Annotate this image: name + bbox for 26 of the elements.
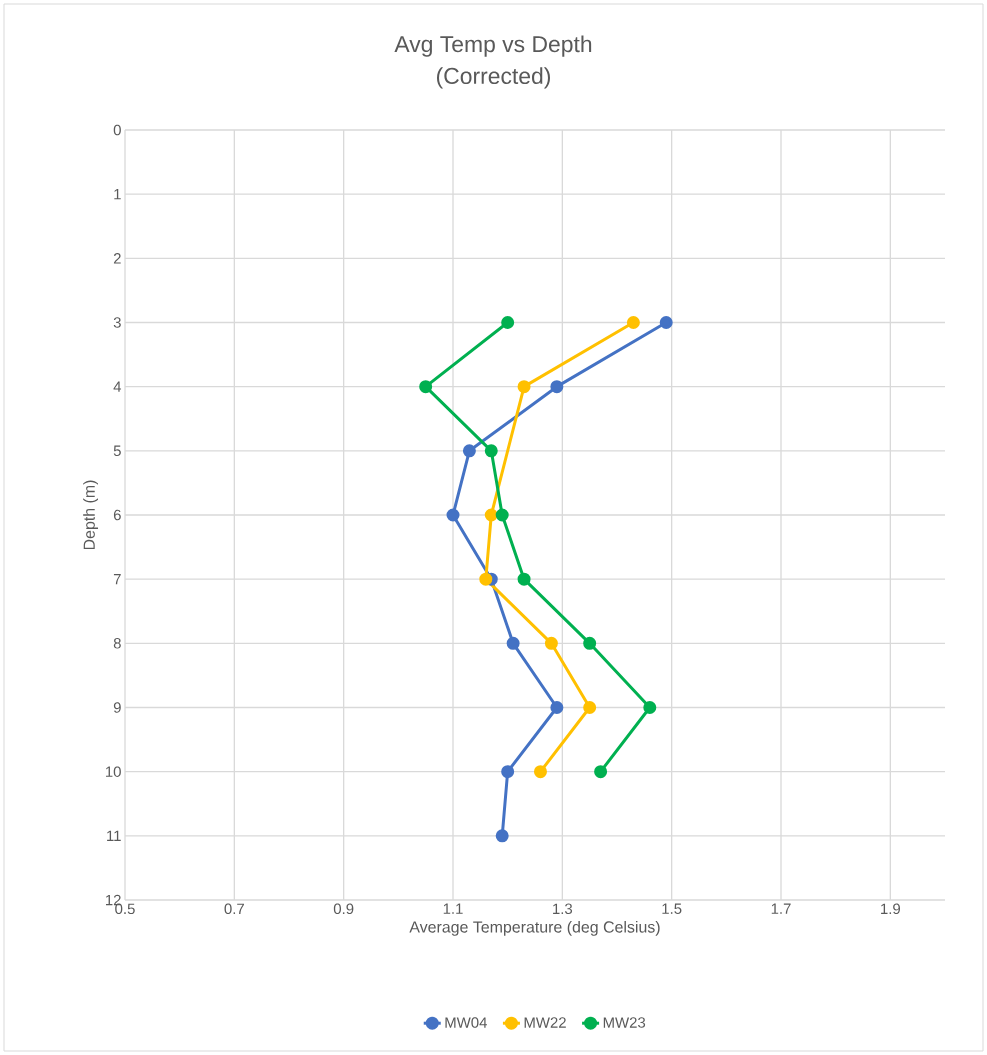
x-tick-label: 0.9 — [333, 903, 354, 915]
x-axis-title: Average Temperature (deg Celsius) — [409, 920, 660, 936]
x-tick-label: 1.5 — [662, 903, 682, 914]
legend-label: MW04 — [445, 1017, 487, 1028]
legend-label: MW23 — [603, 1017, 646, 1028]
y-tick-label: 1 — [114, 189, 121, 200]
x-tick-label: 1.1 — [443, 903, 463, 914]
y-tick-label: 0 — [113, 124, 121, 136]
x-tick-label: 0.7 — [224, 903, 244, 915]
y-tick-label: 2 — [113, 253, 121, 264]
y-tick-label: 3 — [113, 317, 121, 328]
x-tick-label: 1.9 — [881, 903, 901, 915]
y-tick-label: 7 — [113, 574, 121, 585]
y-tick-label: 11 — [107, 830, 121, 841]
y-axis-title: Depth (m) — [83, 480, 99, 550]
y-tick-label: 6 — [113, 509, 121, 521]
y-tick-label: 4 — [113, 381, 122, 392]
y-tick-label: 8 — [113, 638, 121, 649]
chart-subtitle: (Corrected) — [436, 67, 550, 89]
y-tick-label: 5 — [113, 445, 121, 457]
x-tick-label: 1.7 — [771, 903, 791, 914]
y-tick-label: 9 — [113, 702, 121, 713]
chart-title: Avg Temp vs Depth — [394, 35, 592, 57]
legend-label: MW22 — [524, 1017, 566, 1028]
y-tick-label: 10 — [106, 766, 121, 777]
x-tick-label: 1.3 — [553, 903, 573, 915]
